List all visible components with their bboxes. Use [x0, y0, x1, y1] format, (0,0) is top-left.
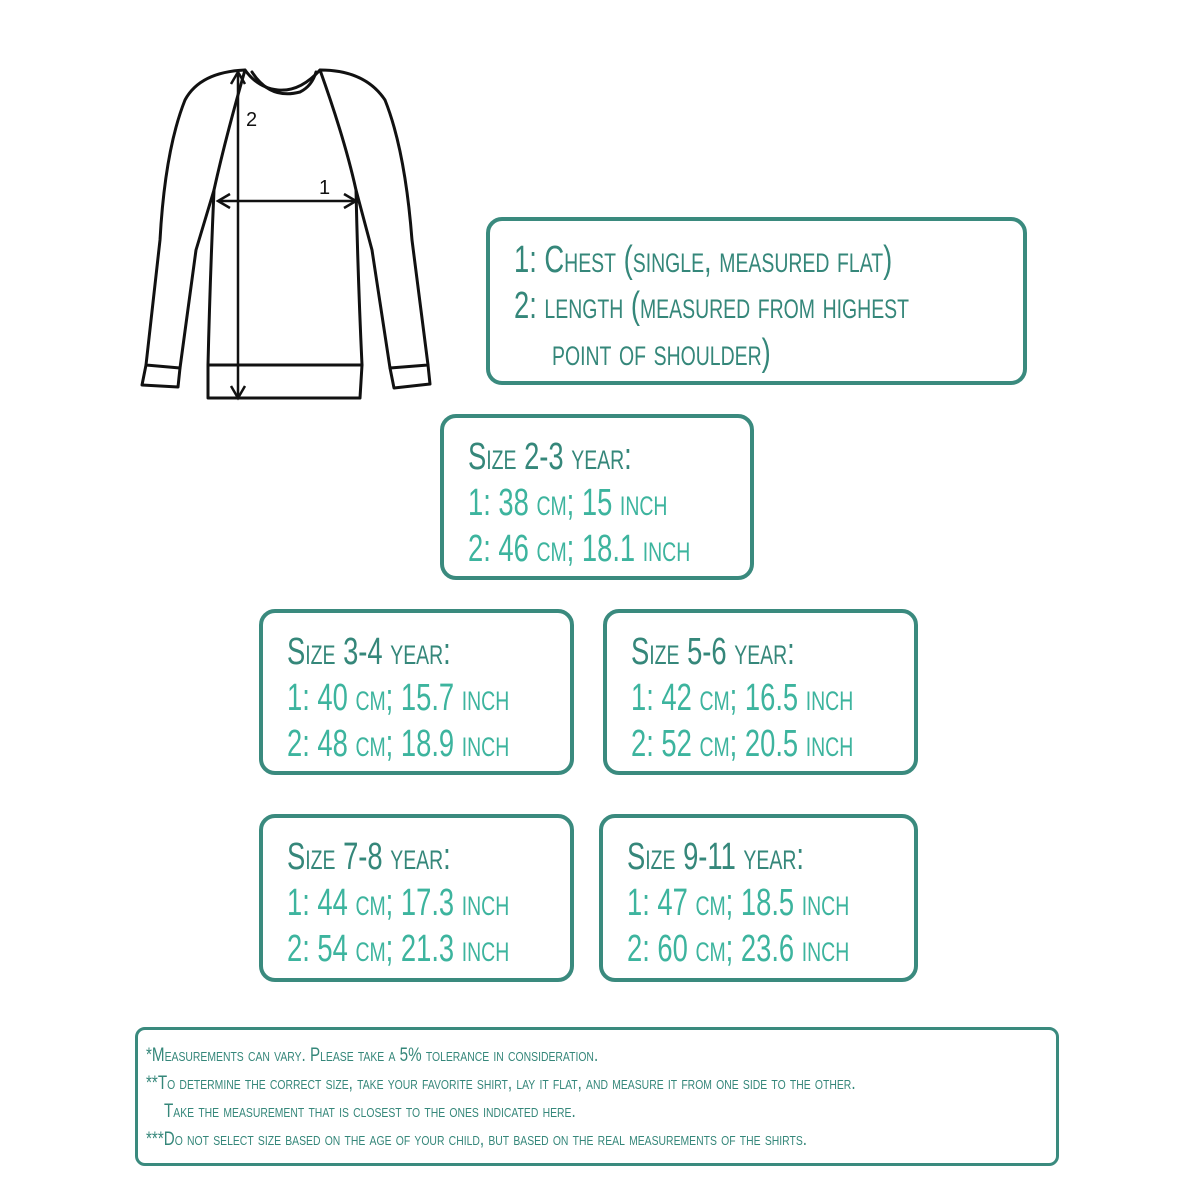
size-title: Size 3-4 year: — [287, 631, 451, 673]
size-title: Size 9-11 year: — [627, 836, 804, 878]
size-card-7-8: Size 7-8 year: 1: 44 cm; 17.3 inch 2: 54… — [259, 814, 574, 982]
legend-length: 2: length (measured from highest — [514, 285, 909, 327]
sweater-body-outline — [144, 68, 430, 400]
note-age: ***Do not select size based on the age o… — [146, 1129, 807, 1150]
size-chest: 1: 40 cm; 15.7 inch — [287, 677, 510, 719]
size-chest: 1: 42 cm; 16.5 inch — [631, 677, 854, 719]
length-label: 2 — [246, 109, 257, 131]
measurement-arrows — [215, 69, 359, 401]
legend-chest: 1: Chest (single, measured flat) — [514, 239, 893, 281]
size-length: 2: 60 cm; 23.6 inch — [627, 928, 850, 970]
size-chest: 1: 47 cm; 18.5 inch — [627, 882, 850, 924]
chest-label: 1 — [319, 177, 330, 199]
note-how-to-measure: **To determine the correct size, take yo… — [146, 1073, 856, 1094]
note-how-to-measure-cont: Take the measurement that is closest to … — [164, 1101, 576, 1122]
size-length: 2: 54 cm; 21.3 inch — [287, 928, 510, 970]
sweater-diagram: 2 1 — [140, 68, 432, 401]
size-chest: 1: 38 cm; 15 inch — [468, 482, 668, 524]
measurement-legend: 1: Chest (single, measured flat) 2: leng… — [486, 217, 1027, 385]
size-title: Size 5-6 year: — [631, 631, 795, 673]
note-tolerance: *Measurements can vary. Please take a 5%… — [146, 1045, 599, 1066]
size-card-3-4: Size 3-4 year: 1: 40 cm; 15.7 inch 2: 48… — [259, 609, 574, 775]
size-card-2-3: Size 2-3 year: 1: 38 cm; 15 inch 2: 46 c… — [440, 414, 754, 580]
size-chest: 1: 44 cm; 17.3 inch — [287, 882, 510, 924]
size-length: 2: 46 cm; 18.1 inch — [468, 528, 691, 570]
size-length: 2: 48 cm; 18.9 inch — [287, 723, 510, 765]
size-card-5-6: Size 5-6 year: 1: 42 cm; 16.5 inch 2: 52… — [603, 609, 918, 775]
notes-box: *Measurements can vary. Please take a 5%… — [135, 1027, 1059, 1166]
size-card-9-11: Size 9-11 year: 1: 47 cm; 18.5 inch 2: 6… — [599, 814, 918, 982]
legend-length-cont: point of shoulder) — [552, 332, 771, 374]
size-title: Size 7-8 year: — [287, 836, 451, 878]
size-title: Size 2-3 year: — [468, 436, 632, 478]
size-length: 2: 52 cm; 20.5 inch — [631, 723, 854, 765]
